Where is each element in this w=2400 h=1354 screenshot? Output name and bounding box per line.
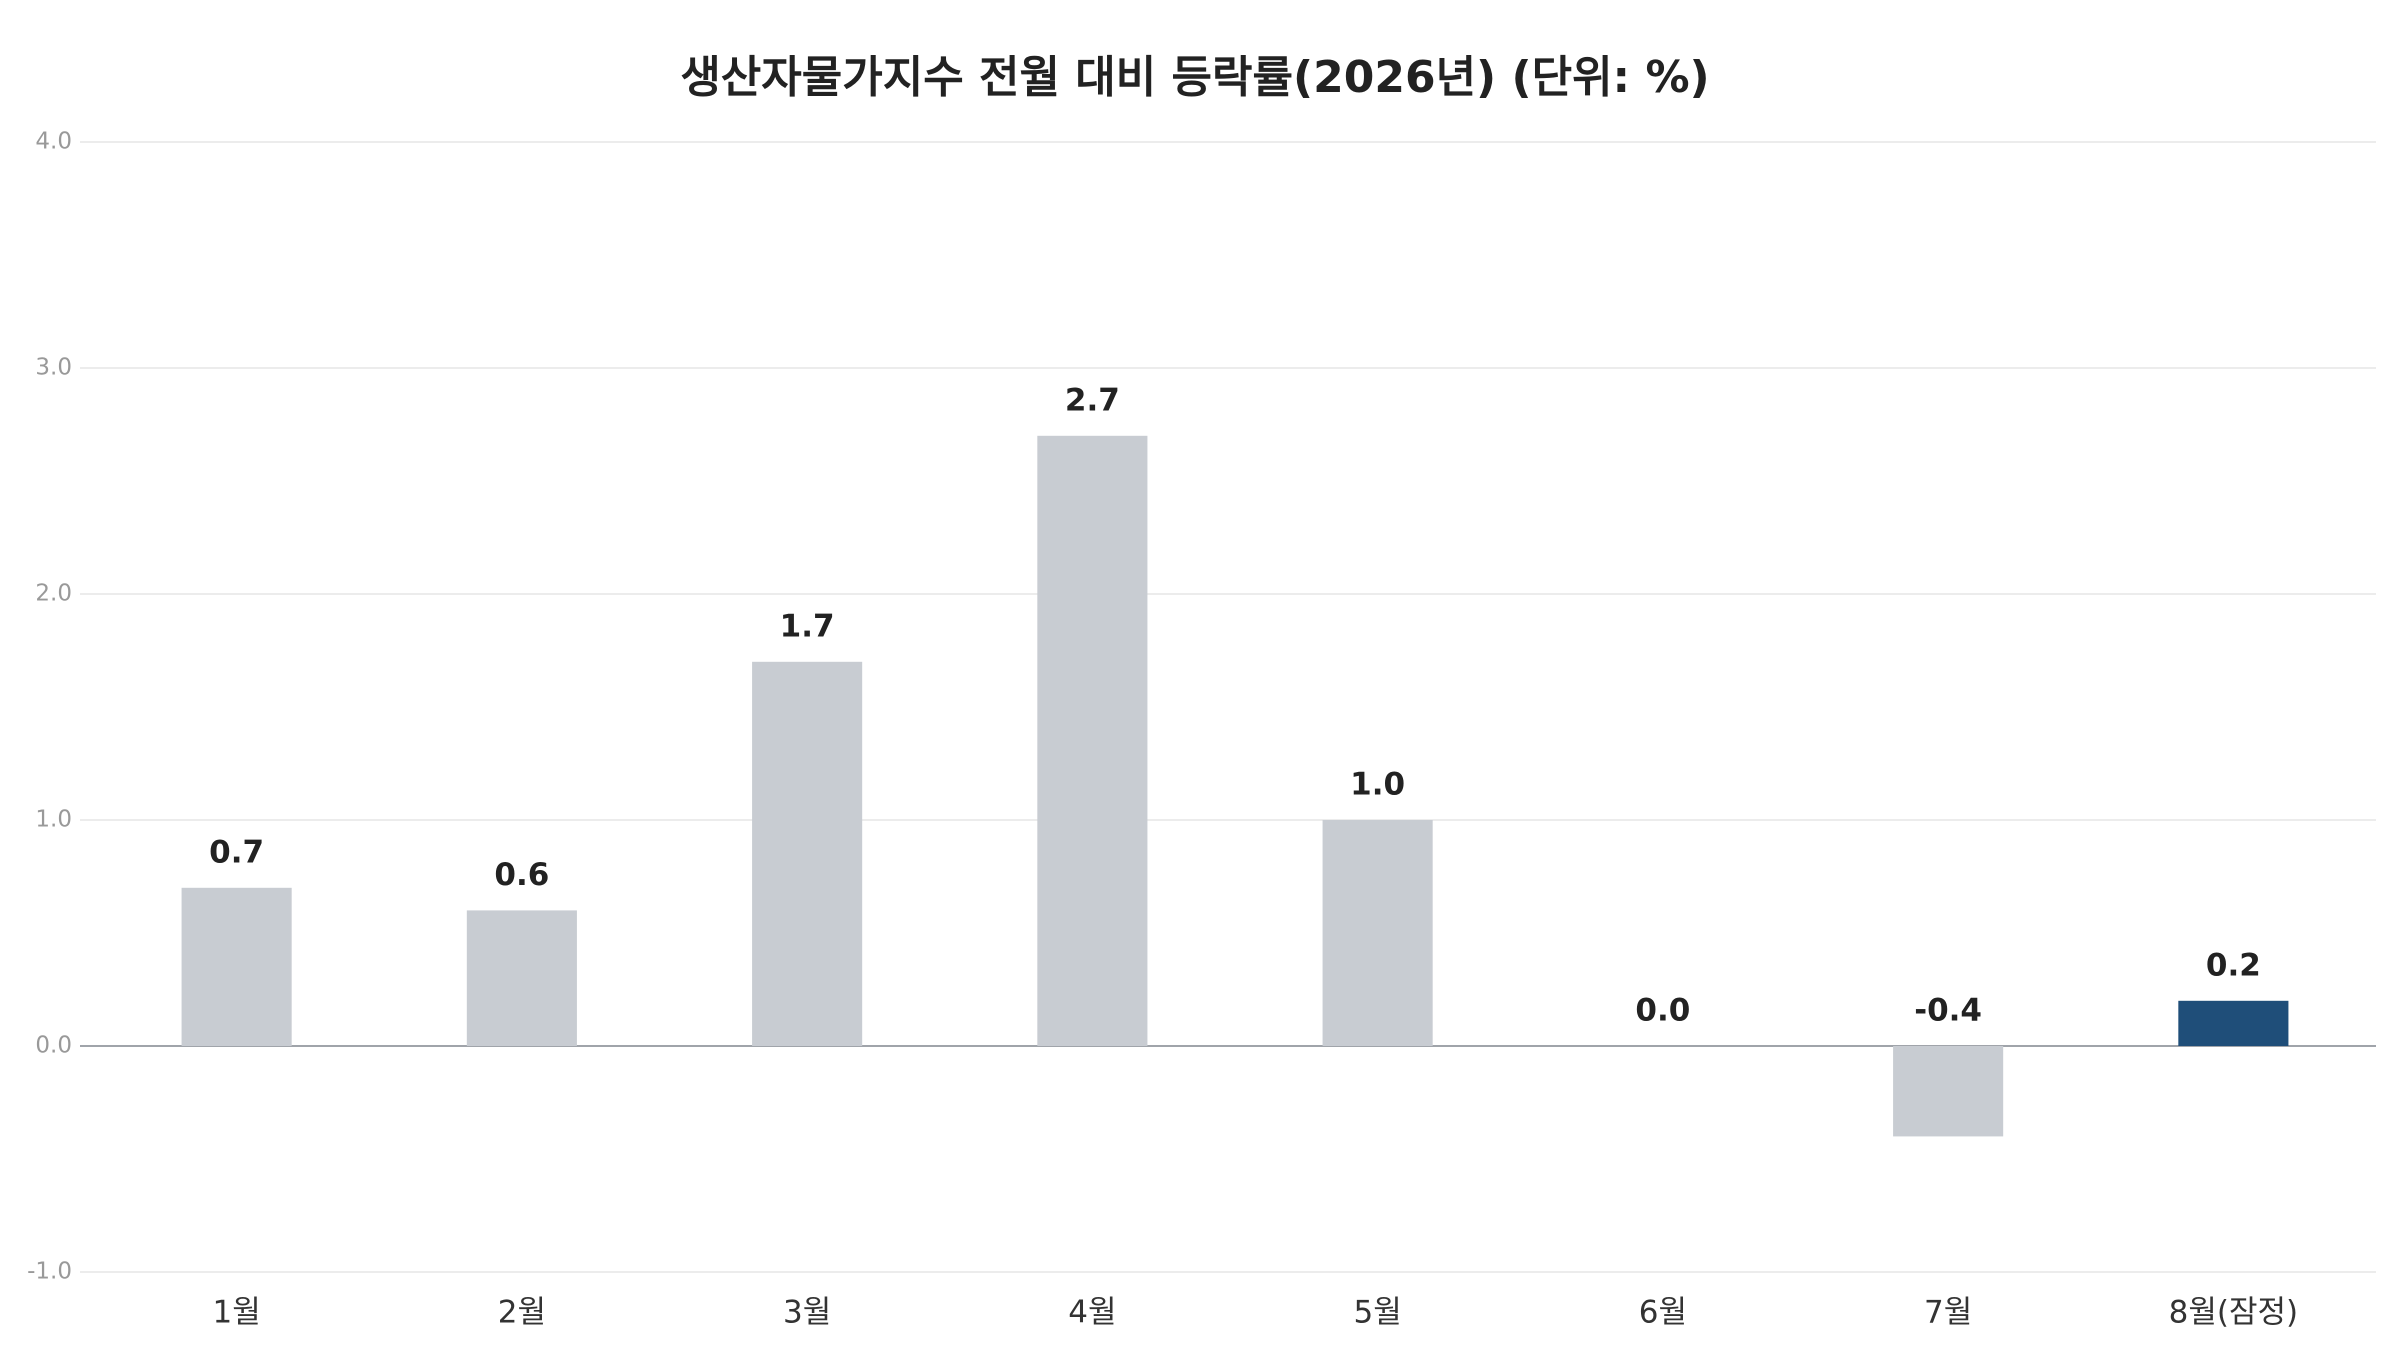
- bar: [1893, 1046, 2004, 1137]
- value-label: 0.6: [494, 857, 549, 893]
- x-tick-label: 6월: [1639, 1295, 1687, 1331]
- x-tick-label: 5월: [1354, 1295, 1402, 1331]
- value-label: 0.0: [1635, 993, 1690, 1029]
- value-label: 2.7: [1065, 382, 1120, 418]
- value-label: 0.2: [2206, 947, 2261, 983]
- bar: [752, 661, 863, 1046]
- bar: [1037, 435, 1148, 1046]
- y-tick-label: 4.0: [35, 129, 72, 155]
- y-tick-label: 3.0: [35, 355, 72, 381]
- y-tick-label: 2.0: [35, 581, 72, 607]
- value-label: 0.7: [209, 834, 264, 870]
- y-tick-label: -1.0: [27, 1259, 72, 1285]
- x-tick-label: 4월: [1068, 1295, 1116, 1331]
- x-tick-label: 7월: [1924, 1295, 1972, 1331]
- value-label: 1.7: [780, 608, 835, 644]
- bar: [2178, 1000, 2289, 1046]
- bar: [181, 887, 292, 1046]
- x-tick-label: 1월: [213, 1295, 261, 1331]
- chart-title: 생산자물가지수 전월 대비 등락률(2026년) (단위: %): [680, 52, 1709, 103]
- value-label: -0.4: [1914, 993, 1982, 1029]
- x-tick-label: 8월(잠정): [2169, 1295, 2298, 1331]
- bar: [466, 910, 577, 1046]
- x-tick-label: 2월: [498, 1295, 546, 1331]
- x-tick-label: 3월: [783, 1295, 831, 1331]
- y-tick-label: 1.0: [35, 807, 72, 833]
- y-tick-label: 0.0: [35, 1033, 72, 1059]
- bar: [1322, 820, 1433, 1046]
- value-label: 1.0: [1350, 767, 1405, 803]
